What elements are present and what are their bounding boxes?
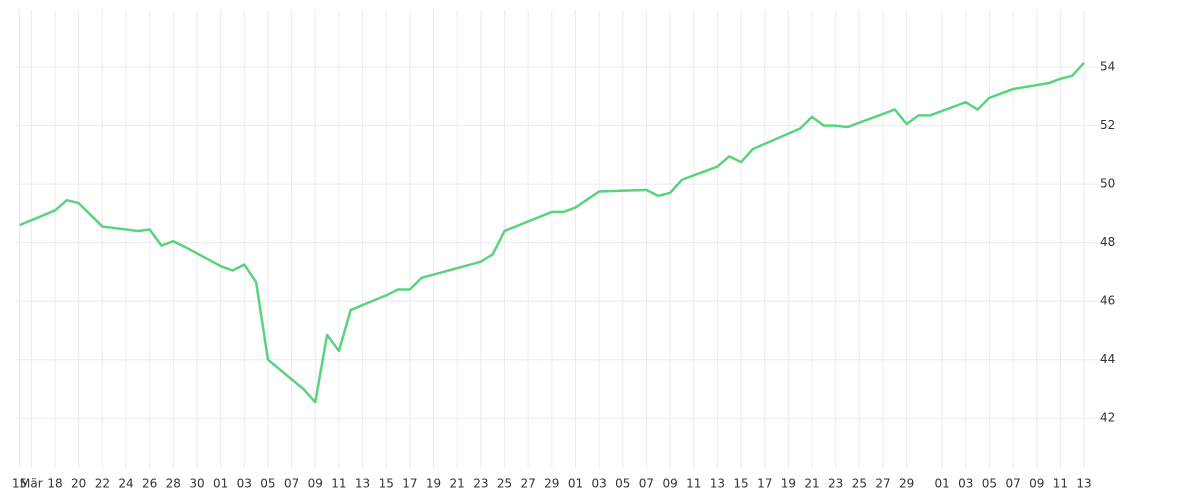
- x-tick-label: 17: [757, 477, 772, 491]
- x-tick-label: 13: [710, 477, 725, 491]
- x-tick-label: 24: [118, 477, 133, 491]
- y-tick-label: 52: [1100, 118, 1115, 132]
- x-tick-label: 11: [331, 477, 346, 491]
- x-tick-label: 05: [982, 477, 997, 491]
- x-tick-label: 03: [958, 477, 973, 491]
- y-tick-label: 42: [1100, 411, 1115, 425]
- y-tick-label: 54: [1100, 60, 1115, 74]
- x-tick-label: 15: [379, 477, 394, 491]
- x-tick-label: 27: [875, 477, 890, 491]
- x-tick-label: 03: [591, 477, 606, 491]
- x-tick-label: 22: [95, 477, 110, 491]
- x-tick-label: 23: [828, 477, 843, 491]
- x-tick-label: 01: [568, 477, 583, 491]
- x-tick-label: 26: [142, 477, 157, 491]
- x-tick-label: 19: [426, 477, 441, 491]
- x-tick-label: 11: [686, 477, 701, 491]
- x-tick-label: 09: [662, 477, 677, 491]
- x-tick-label: 13: [1076, 477, 1091, 491]
- x-tick-label: 30: [189, 477, 204, 491]
- x-tick-label: 07: [639, 477, 654, 491]
- x-tick-label: 11: [1053, 477, 1068, 491]
- x-tick-label: 28: [166, 477, 181, 491]
- x-tick-label: 01: [934, 477, 949, 491]
- x-tick-label: 25: [852, 477, 867, 491]
- x-tick-label: 09: [308, 477, 323, 491]
- x-tick-label: 09: [1029, 477, 1044, 491]
- y-tick-label: 50: [1100, 177, 1115, 191]
- x-tick-label: 25: [497, 477, 512, 491]
- x-tick-label: 03: [237, 477, 252, 491]
- y-tick-label: 48: [1100, 235, 1115, 249]
- x-tick-label: 15: [12, 477, 27, 491]
- x-tick-label: 19: [781, 477, 796, 491]
- y-tick-label: 46: [1100, 294, 1115, 308]
- x-tick-label: 05: [615, 477, 630, 491]
- x-tick-label: 29: [544, 477, 559, 491]
- x-tick-label: 18: [47, 477, 62, 491]
- x-tick-label: 27: [521, 477, 536, 491]
- data-line: [19, 61, 1085, 404]
- x-tick-label: Mär: [20, 477, 43, 491]
- y-tick-label: 44: [1100, 352, 1115, 366]
- x-tick-label: 15: [733, 477, 748, 491]
- x-tick-label: 07: [284, 477, 299, 491]
- x-tick-label: 21: [804, 477, 819, 491]
- x-tick-label: 13: [355, 477, 370, 491]
- x-tick-label: 01: [213, 477, 228, 491]
- x-tick-label: 05: [260, 477, 275, 491]
- x-tick-label: 17: [402, 477, 417, 491]
- x-tick-label: 21: [450, 477, 465, 491]
- x-tick-label: 20: [71, 477, 86, 491]
- x-tick-label: 07: [1005, 477, 1020, 491]
- x-tick-label: 23: [473, 477, 488, 491]
- x-tick-label: 29: [899, 477, 914, 491]
